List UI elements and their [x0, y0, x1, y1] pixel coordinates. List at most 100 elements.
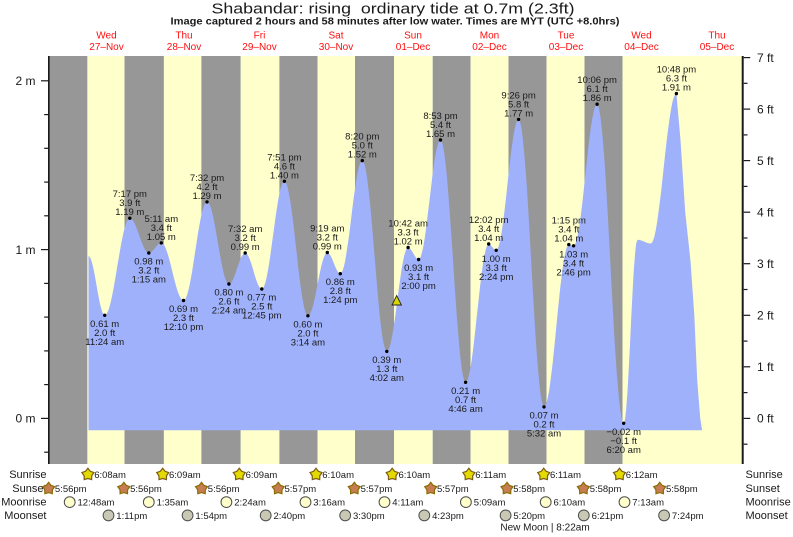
svg-text:Sunrise: Sunrise: [746, 469, 783, 481]
svg-text:Mon: Mon: [480, 31, 499, 42]
svg-text:1.00 m: 1.00 m: [482, 254, 511, 265]
svg-text:1:54pm: 1:54pm: [195, 511, 227, 522]
svg-text:3.9 ft: 3.9 ft: [119, 198, 140, 209]
svg-text:2:00 pm: 2:00 pm: [401, 281, 435, 292]
svg-text:1.40 m: 1.40 m: [270, 170, 299, 181]
svg-text:5:57pm: 5:57pm: [437, 484, 469, 495]
svg-text:4.2 ft: 4.2 ft: [196, 182, 217, 193]
svg-text:Image captured 2 hours and 58: Image captured 2 hours and 58 minutes af…: [171, 15, 620, 27]
svg-text:3.4 ft: 3.4 ft: [558, 225, 579, 236]
svg-text:5:58pm: 5:58pm: [590, 484, 622, 495]
svg-text:12:48am: 12:48am: [78, 498, 115, 509]
svg-text:0.99 m: 0.99 m: [313, 242, 342, 253]
svg-text:3.3 ft: 3.3 ft: [486, 263, 507, 274]
svg-text:0.93 m: 0.93 m: [404, 263, 433, 274]
svg-text:7 ft: 7 ft: [757, 51, 774, 65]
svg-text:Sunset: Sunset: [746, 483, 780, 495]
svg-text:1.04 m: 1.04 m: [474, 233, 503, 244]
svg-text:6:10am: 6:10am: [322, 470, 354, 481]
svg-text:8:20 pm: 8:20 pm: [345, 132, 379, 143]
svg-text:12:10 pm: 12:10 pm: [164, 322, 204, 333]
svg-text:9:26 pm: 9:26 pm: [501, 90, 535, 101]
svg-text:5:11 am: 5:11 am: [144, 214, 178, 225]
svg-text:2:24am: 2:24am: [234, 498, 266, 509]
svg-text:1:35am: 1:35am: [157, 498, 189, 509]
svg-text:11:24 am: 11:24 am: [85, 337, 124, 348]
svg-text:7:17 pm: 7:17 pm: [113, 189, 147, 200]
svg-text:3.4 ft: 3.4 ft: [563, 258, 584, 269]
svg-text:2:46 pm: 2:46 pm: [556, 267, 590, 278]
svg-text:6.1 ft: 6.1 ft: [587, 84, 608, 95]
svg-text:6:08am: 6:08am: [94, 470, 126, 481]
svg-text:0.77 m: 0.77 m: [247, 293, 276, 304]
svg-text:1 ft: 1 ft: [757, 360, 774, 374]
svg-text:12:45 pm: 12:45 pm: [242, 311, 282, 322]
svg-text:New Moon | 8:22am: New Moon | 8:22am: [500, 523, 589, 534]
svg-text:1 m: 1 m: [15, 243, 35, 257]
svg-text:Tue: Tue: [558, 31, 575, 42]
svg-text:2.0 ft: 2.0 ft: [297, 328, 318, 339]
svg-text:Fri: Fri: [254, 31, 266, 42]
svg-text:Sun: Sun: [404, 31, 422, 42]
svg-text:1.04 m: 1.04 m: [554, 234, 583, 245]
svg-text:1:15 pm: 1:15 pm: [552, 216, 586, 227]
svg-text:Thu: Thu: [175, 31, 192, 42]
svg-text:2:24 am: 2:24 am: [212, 306, 246, 317]
svg-text:1.52 m: 1.52 m: [348, 150, 377, 161]
svg-text:0.69 m: 0.69 m: [169, 304, 198, 315]
svg-text:05–Dec: 05–Dec: [700, 42, 734, 53]
svg-text:6:21pm: 6:21pm: [592, 511, 624, 522]
svg-text:5:20pm: 5:20pm: [513, 511, 545, 522]
svg-text:1.03 m: 1.03 m: [559, 249, 588, 260]
svg-text:5:09am: 5:09am: [474, 498, 506, 509]
svg-text:0.7 ft: 0.7 ft: [455, 395, 476, 406]
svg-text:10:06 pm: 10:06 pm: [577, 75, 617, 86]
svg-text:0.39 m: 0.39 m: [372, 355, 401, 366]
svg-text:0.07 m: 0.07 m: [529, 410, 558, 421]
svg-text:7:32 am: 7:32 am: [228, 224, 262, 235]
svg-text:6:09am: 6:09am: [169, 470, 201, 481]
svg-text:04–Dec: 04–Dec: [624, 42, 658, 53]
svg-text:01–Dec: 01–Dec: [396, 42, 430, 53]
svg-text:0.80 m: 0.80 m: [214, 288, 243, 299]
svg-text:8:53 pm: 8:53 pm: [423, 111, 457, 122]
svg-text:3.1 ft: 3.1 ft: [408, 272, 429, 283]
svg-text:5:58pm: 5:58pm: [513, 484, 545, 495]
svg-text:Moonrise: Moonrise: [1, 497, 46, 509]
svg-text:6:10am: 6:10am: [554, 498, 586, 509]
svg-text:Sat: Sat: [328, 31, 343, 42]
svg-text:7:51 pm: 7:51 pm: [267, 152, 301, 163]
svg-text:1.65 m: 1.65 m: [426, 129, 455, 140]
svg-text:4.6 ft: 4.6 ft: [274, 161, 295, 172]
svg-text:5:56pm: 5:56pm: [208, 484, 240, 495]
svg-text:7:32 pm: 7:32 pm: [190, 173, 224, 184]
svg-text:5.8 ft: 5.8 ft: [508, 99, 529, 110]
svg-text:1.02 m: 1.02 m: [394, 237, 423, 248]
svg-text:0.21 m: 0.21 m: [451, 386, 480, 397]
svg-text:6:20 am: 6:20 am: [607, 445, 641, 456]
svg-text:5:32 am: 5:32 am: [527, 428, 561, 439]
svg-text:5.0 ft: 5.0 ft: [352, 141, 373, 152]
svg-text:0 ft: 0 ft: [757, 412, 774, 426]
svg-text:4:11am: 4:11am: [392, 498, 423, 509]
svg-text:1.29 m: 1.29 m: [192, 191, 221, 202]
svg-text:5:57pm: 5:57pm: [361, 484, 393, 495]
svg-text:−0.1 ft: −0.1 ft: [610, 436, 637, 447]
svg-text:0 m: 0 m: [15, 412, 35, 426]
svg-text:−0.02 m: −0.02 m: [606, 427, 641, 438]
svg-text:5:57pm: 5:57pm: [285, 484, 317, 495]
svg-text:2:24 pm: 2:24 pm: [479, 272, 513, 283]
svg-text:1:15 am: 1:15 am: [132, 275, 166, 286]
svg-text:6:09am: 6:09am: [246, 470, 278, 481]
svg-text:0.98 m: 0.98 m: [134, 257, 163, 268]
svg-text:Moonset: Moonset: [4, 510, 46, 522]
svg-text:6:11am: 6:11am: [550, 470, 581, 481]
svg-text:Sunrise: Sunrise: [9, 469, 46, 481]
svg-text:2:40pm: 2:40pm: [274, 511, 306, 522]
svg-text:29–Nov: 29–Nov: [242, 42, 276, 53]
svg-text:Wed: Wed: [96, 31, 116, 42]
svg-text:4:02 am: 4:02 am: [370, 373, 404, 384]
svg-text:0.60 m: 0.60 m: [293, 319, 322, 330]
svg-text:3.2 ft: 3.2 ft: [235, 233, 256, 244]
svg-text:7:13am: 7:13am: [632, 498, 664, 509]
